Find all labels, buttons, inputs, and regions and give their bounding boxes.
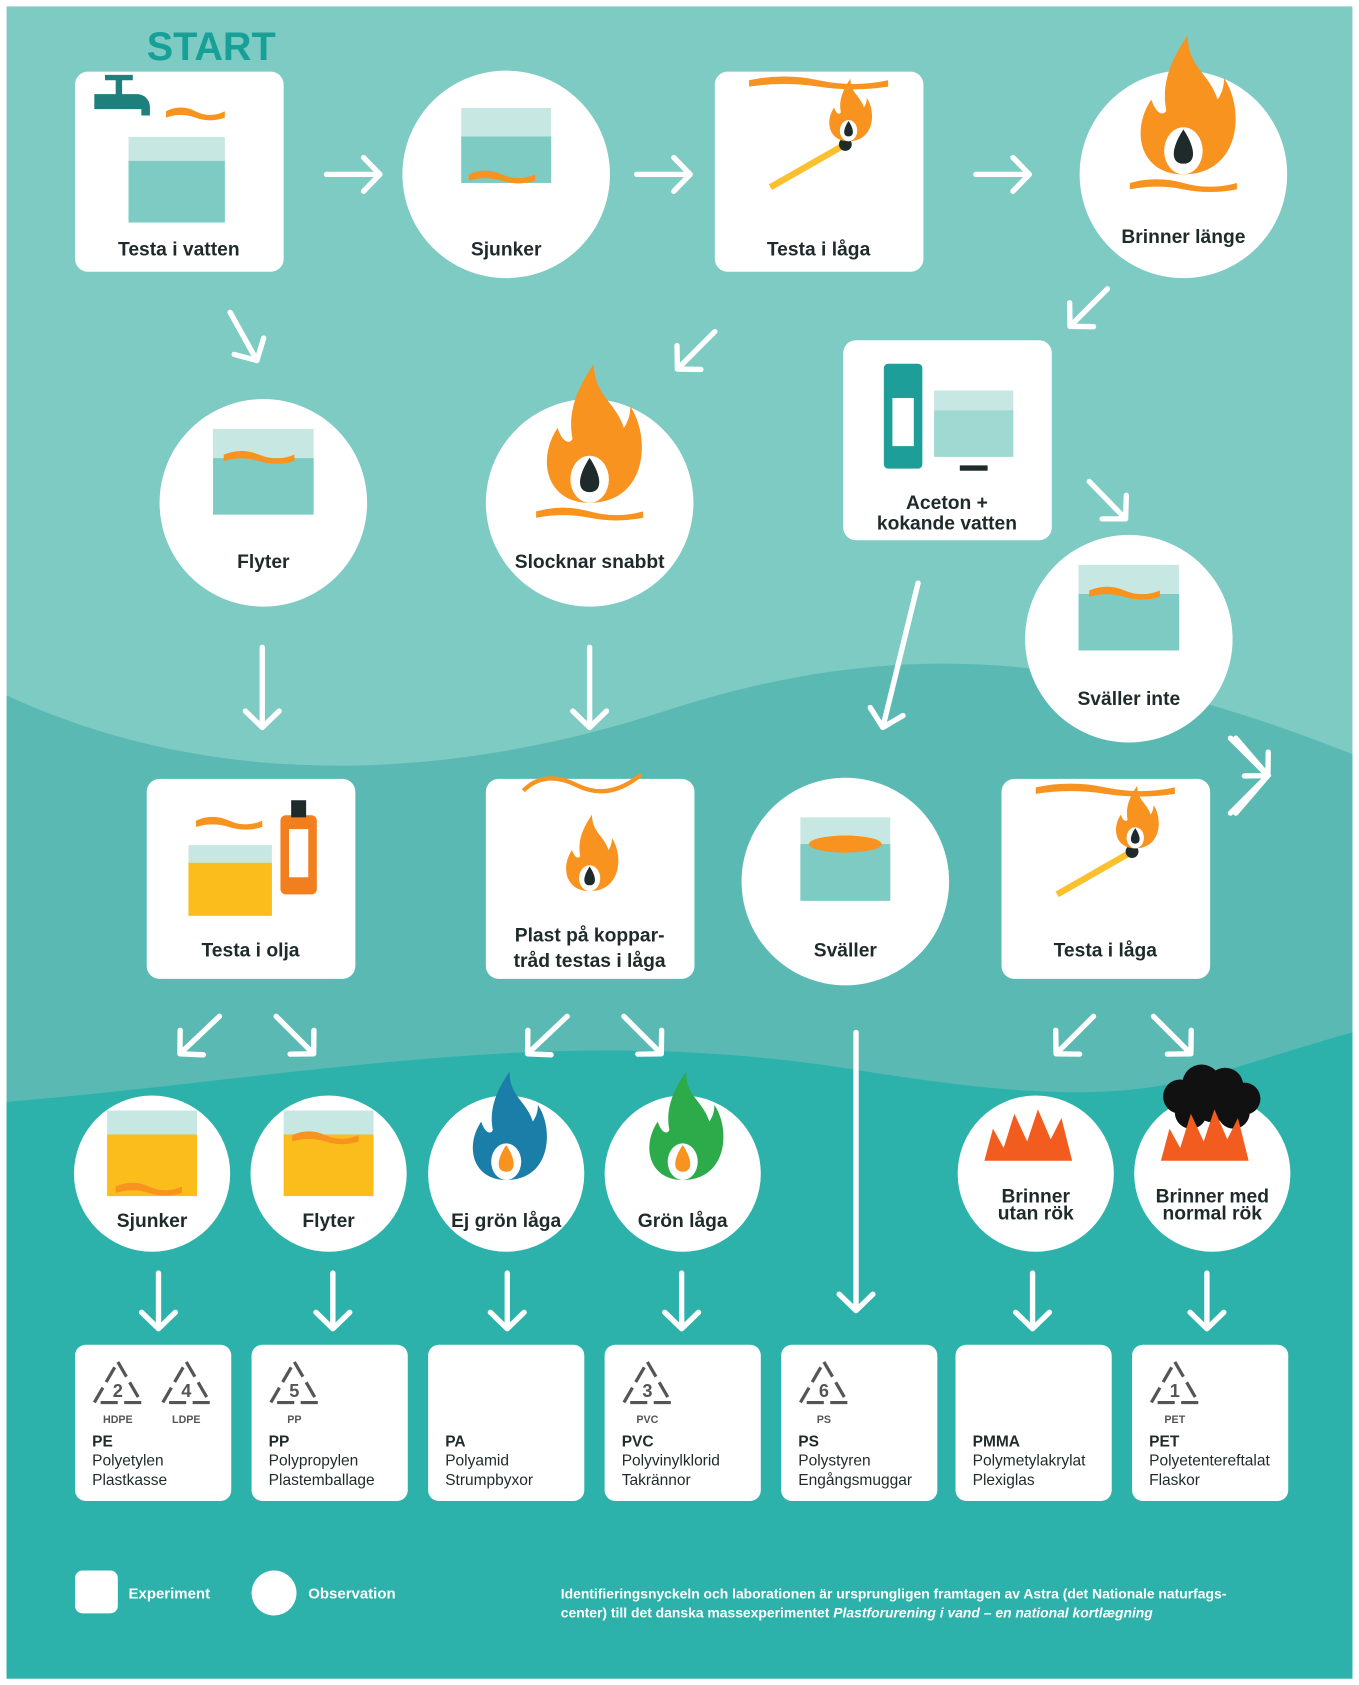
node-label: Flyter (237, 552, 290, 573)
oil-cap (291, 800, 306, 817)
node: Flyter (250, 1096, 406, 1252)
plastic-example: Plastemballage (269, 1472, 375, 1489)
node: Testa i låga (1002, 779, 1211, 979)
recycle-number: 5 (289, 1381, 299, 1401)
node-label: Testa i låga (767, 240, 871, 261)
node-label: Flyter (302, 1211, 355, 1232)
node: Sväller (742, 778, 950, 986)
plastic-abbr: PP (269, 1433, 290, 1450)
node-label: Brinner länge (1121, 227, 1245, 248)
node-label: Testa i olja (201, 940, 299, 961)
legend-observation: Observation (308, 1585, 395, 1602)
result: 2 HDPE 4 LDPE PE Polyetylen Plastkasse (75, 1345, 231, 1501)
node-label: Grön låga (638, 1211, 728, 1232)
node-label: Aceton + (906, 493, 988, 514)
plastic-abbr: PA (445, 1433, 465, 1450)
node-label: utan rök (998, 1204, 1074, 1225)
node-label: tråd testas i låga (514, 951, 666, 972)
results: 2 HDPE 4 LDPE PE Polyetylen Plastkasse 5 PP PP Pol… (75, 1345, 1288, 1501)
plastic-name: Polymetylakrylat (973, 1453, 1087, 1470)
legend-circle (252, 1571, 297, 1616)
credit-italic: Plastforurening i vand – en national kor… (833, 1605, 1153, 1621)
node: Sväller inte (1025, 535, 1233, 743)
node: Plast på koppar-tråd testas i låga (486, 775, 695, 979)
recycle-code: PP (287, 1414, 301, 1426)
node: Testa i olja (147, 779, 356, 979)
recycle-code: PVC (636, 1414, 658, 1426)
recycle-number: 1 (1170, 1381, 1180, 1401)
plastic-name: Polyvinylklorid (622, 1453, 720, 1470)
recycle-code: LDPE (172, 1414, 201, 1426)
start-label: START (147, 25, 276, 69)
plastic-example: Plastkasse (92, 1472, 167, 1489)
result: 5 PP PP Polypropylen Plastemballage (252, 1345, 408, 1501)
node-label: Ej grön låga (451, 1211, 561, 1232)
node-label: normal rök (1163, 1204, 1263, 1225)
node-label: Testa i låga (1054, 940, 1158, 961)
liquid (213, 458, 314, 514)
flowchart: START Testa i vatten Sjunker Testa i låga B… (0, 0, 1359, 1685)
node-label: Plast på koppar- (515, 925, 665, 946)
plastic-name: Polyetylen (92, 1453, 164, 1470)
result: 6 PS PS Polystyren Engångsmuggar (781, 1345, 937, 1501)
node: Testa i vatten (75, 72, 284, 272)
credit-line1: Identifieringsnyckeln och laborationen ä… (561, 1585, 1227, 1601)
liquid (284, 1134, 374, 1196)
plastic-abbr: PMMA (973, 1433, 1020, 1450)
liquid (934, 410, 1013, 456)
node-label: Sväller inte (1077, 689, 1180, 710)
burner (960, 465, 988, 470)
node: Testa i låga (715, 72, 924, 272)
recycle-code: PS (817, 1414, 831, 1426)
result: 3 PVC PVC Polyvinylklorid Takrännor (605, 1345, 761, 1501)
node-label: Sjunker (471, 240, 542, 261)
result: PA Polyamid Strumpbyxor (428, 1345, 584, 1501)
node: Flyter (160, 399, 368, 607)
plastic-example: Plexiglas (973, 1472, 1035, 1489)
result: PMMA Polymetylakrylat Plexiglas (956, 1345, 1112, 1501)
plastic-name: Polyetentereftalat (1149, 1453, 1270, 1470)
recycle-number: 2 (113, 1381, 123, 1401)
legend-experiment: Experiment (129, 1585, 211, 1602)
node: Sjunker (74, 1096, 230, 1252)
recycle-code: HDPE (103, 1414, 133, 1426)
plastic-example: Takrännor (622, 1472, 691, 1489)
credit-text: center) till det danska massexperimentet (561, 1605, 834, 1621)
recycle-code: PET (1164, 1414, 1185, 1426)
node: Aceton +kokande vatten (843, 340, 1052, 540)
plastic-example: Strumpbyxor (445, 1472, 533, 1489)
node-label: Testa i vatten (118, 240, 240, 261)
liquid (188, 863, 271, 916)
plastic-name: Polystyren (798, 1453, 870, 1470)
bottle-label (892, 398, 913, 446)
plastic-example: Flaskor (1149, 1472, 1200, 1489)
swollen-plastic (809, 836, 882, 853)
oil-label (289, 829, 308, 877)
result: 1 PET PET Polyetentereftalat Flaskor (1132, 1345, 1288, 1501)
node-label: kokande vatten (877, 514, 1017, 535)
liquid (129, 161, 225, 223)
plastic-name: Polyamid (445, 1453, 509, 1470)
recycle-number: 3 (642, 1381, 652, 1401)
plastic-example: Engångsmuggar (798, 1472, 912, 1489)
plastic-abbr: PS (798, 1433, 819, 1450)
liquid (1079, 594, 1180, 650)
plastic-name: Polypropylen (269, 1453, 359, 1470)
recycle-number: 4 (181, 1381, 192, 1401)
node-label: Sväller (814, 940, 878, 961)
node: Sjunker (402, 71, 610, 279)
credit-line2: center) till det danska massexperimentet… (561, 1605, 1154, 1621)
plastic-abbr: PET (1149, 1433, 1180, 1450)
node-label: Slocknar snabbt (515, 552, 665, 573)
node-label: Sjunker (117, 1211, 188, 1232)
recycle-number: 6 (819, 1381, 829, 1401)
legend-square (75, 1571, 118, 1614)
plastic-abbr: PVC (622, 1433, 654, 1450)
plastic-abbr: PE (92, 1433, 113, 1450)
page: START Testa i vatten Sjunker Testa i låga B… (0, 0, 1359, 1685)
